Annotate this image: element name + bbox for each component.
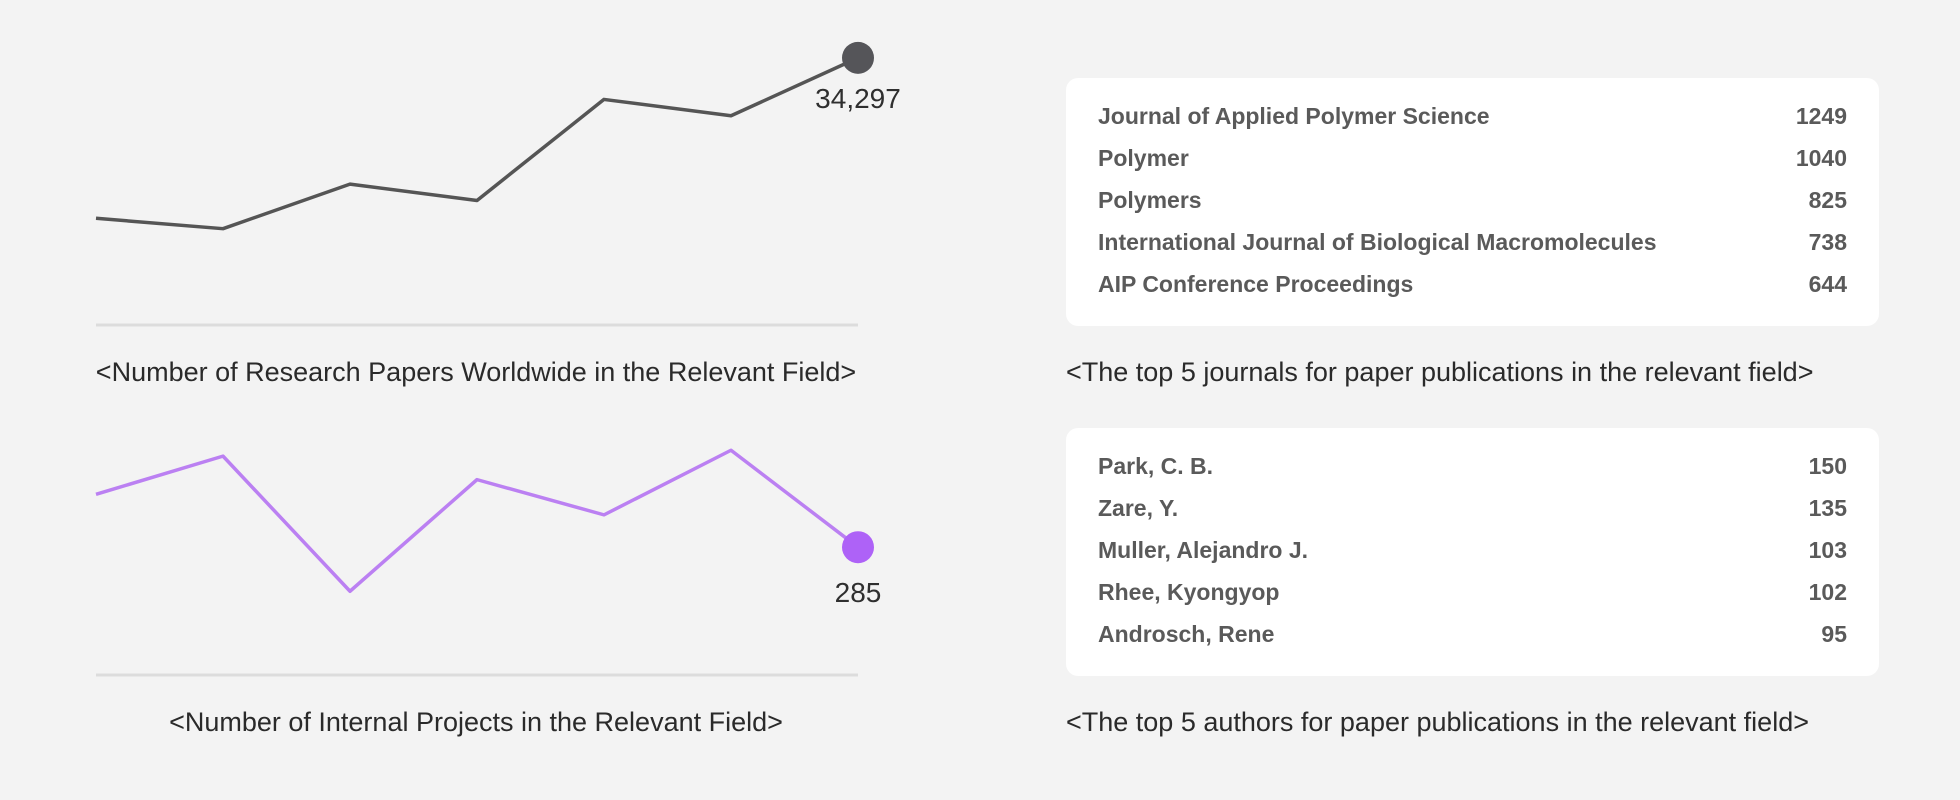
- row-name: Rhee, Kyongyop: [1098, 578, 1280, 605]
- row-value: 1040: [1795, 144, 1847, 171]
- table-row: Polymers 825: [1098, 179, 1847, 221]
- table-row: Park, C. B. 150: [1098, 445, 1847, 487]
- last-point-marker: [842, 41, 874, 74]
- last-value-label: 34,297: [815, 83, 901, 114]
- row-name: Park, C. B.: [1098, 452, 1214, 479]
- table-row: International Journal of Biological Macr…: [1098, 221, 1847, 263]
- table-row: Rhee, Kyongyop 102: [1098, 571, 1847, 613]
- row-name: Androsch, Rene: [1098, 620, 1275, 647]
- row-value: 738: [1808, 228, 1847, 255]
- row-value: 644: [1808, 270, 1847, 297]
- top-journals-rows: Journal of Applied Polymer Science 1249 Po…: [1098, 95, 1847, 305]
- row-name: Muller, Alejandro J.: [1098, 536, 1309, 563]
- row-value: 103: [1808, 536, 1847, 563]
- top-journals-title: <The top 5 journals for paper publicatio…: [1066, 357, 1814, 387]
- row-name: Polymer: [1098, 144, 1189, 171]
- row-value: 150: [1808, 452, 1847, 479]
- table-row: Muller, Alejandro J. 103: [1098, 529, 1847, 571]
- table-row: Journal of Applied Polymer Science 1249: [1098, 95, 1847, 137]
- row-value: 825: [1808, 186, 1847, 213]
- series-line: [95, 56, 859, 231]
- row-name: International Journal of Biological Macr…: [1098, 228, 1657, 255]
- row-name: Journal of Applied Polymer Science: [1098, 102, 1490, 129]
- table-row: Zare, Y. 135: [1098, 487, 1847, 529]
- row-value: 1249: [1795, 102, 1847, 129]
- line-charts-canvas: 34,297 285: [95, 41, 901, 677]
- row-value: 135: [1808, 494, 1847, 521]
- top-authors-title: <The top 5 authors for paper publication…: [1066, 707, 1809, 737]
- research-papers-line-chart: 34,297: [95, 41, 901, 327]
- row-name: AIP Conference Proceedings: [1098, 270, 1414, 297]
- table-row: Androsch, Rene 95: [1098, 613, 1847, 655]
- top-authors-rows: Park, C. B. 150 Zare, Y. 135 Muller, Alejand…: [1098, 445, 1847, 655]
- research-papers-chart-title: <Number of Research Papers Worldwide in …: [95, 357, 857, 387]
- table-row: Polymer 1040: [1098, 137, 1847, 179]
- internal-projects-chart-title: <Number of Internal Projects in the Rele…: [169, 707, 783, 737]
- last-value-label: 285: [835, 577, 882, 608]
- row-name: Zare, Y.: [1098, 494, 1179, 521]
- row-value: 95: [1821, 620, 1847, 647]
- series-line: [95, 448, 860, 593]
- row-name: Polymers: [1098, 186, 1202, 213]
- table-row: AIP Conference Proceedings 644: [1098, 263, 1847, 305]
- top-authors-table: Park, C. B. 150 Zare, Y. 135 Muller, Alejand…: [1066, 428, 1879, 676]
- last-point-marker: [842, 531, 874, 564]
- row-value: 102: [1808, 578, 1847, 605]
- internal-projects-line-chart: 285: [95, 448, 882, 677]
- top-journals-table: Journal of Applied Polymer Science 1249 Po…: [1066, 78, 1879, 326]
